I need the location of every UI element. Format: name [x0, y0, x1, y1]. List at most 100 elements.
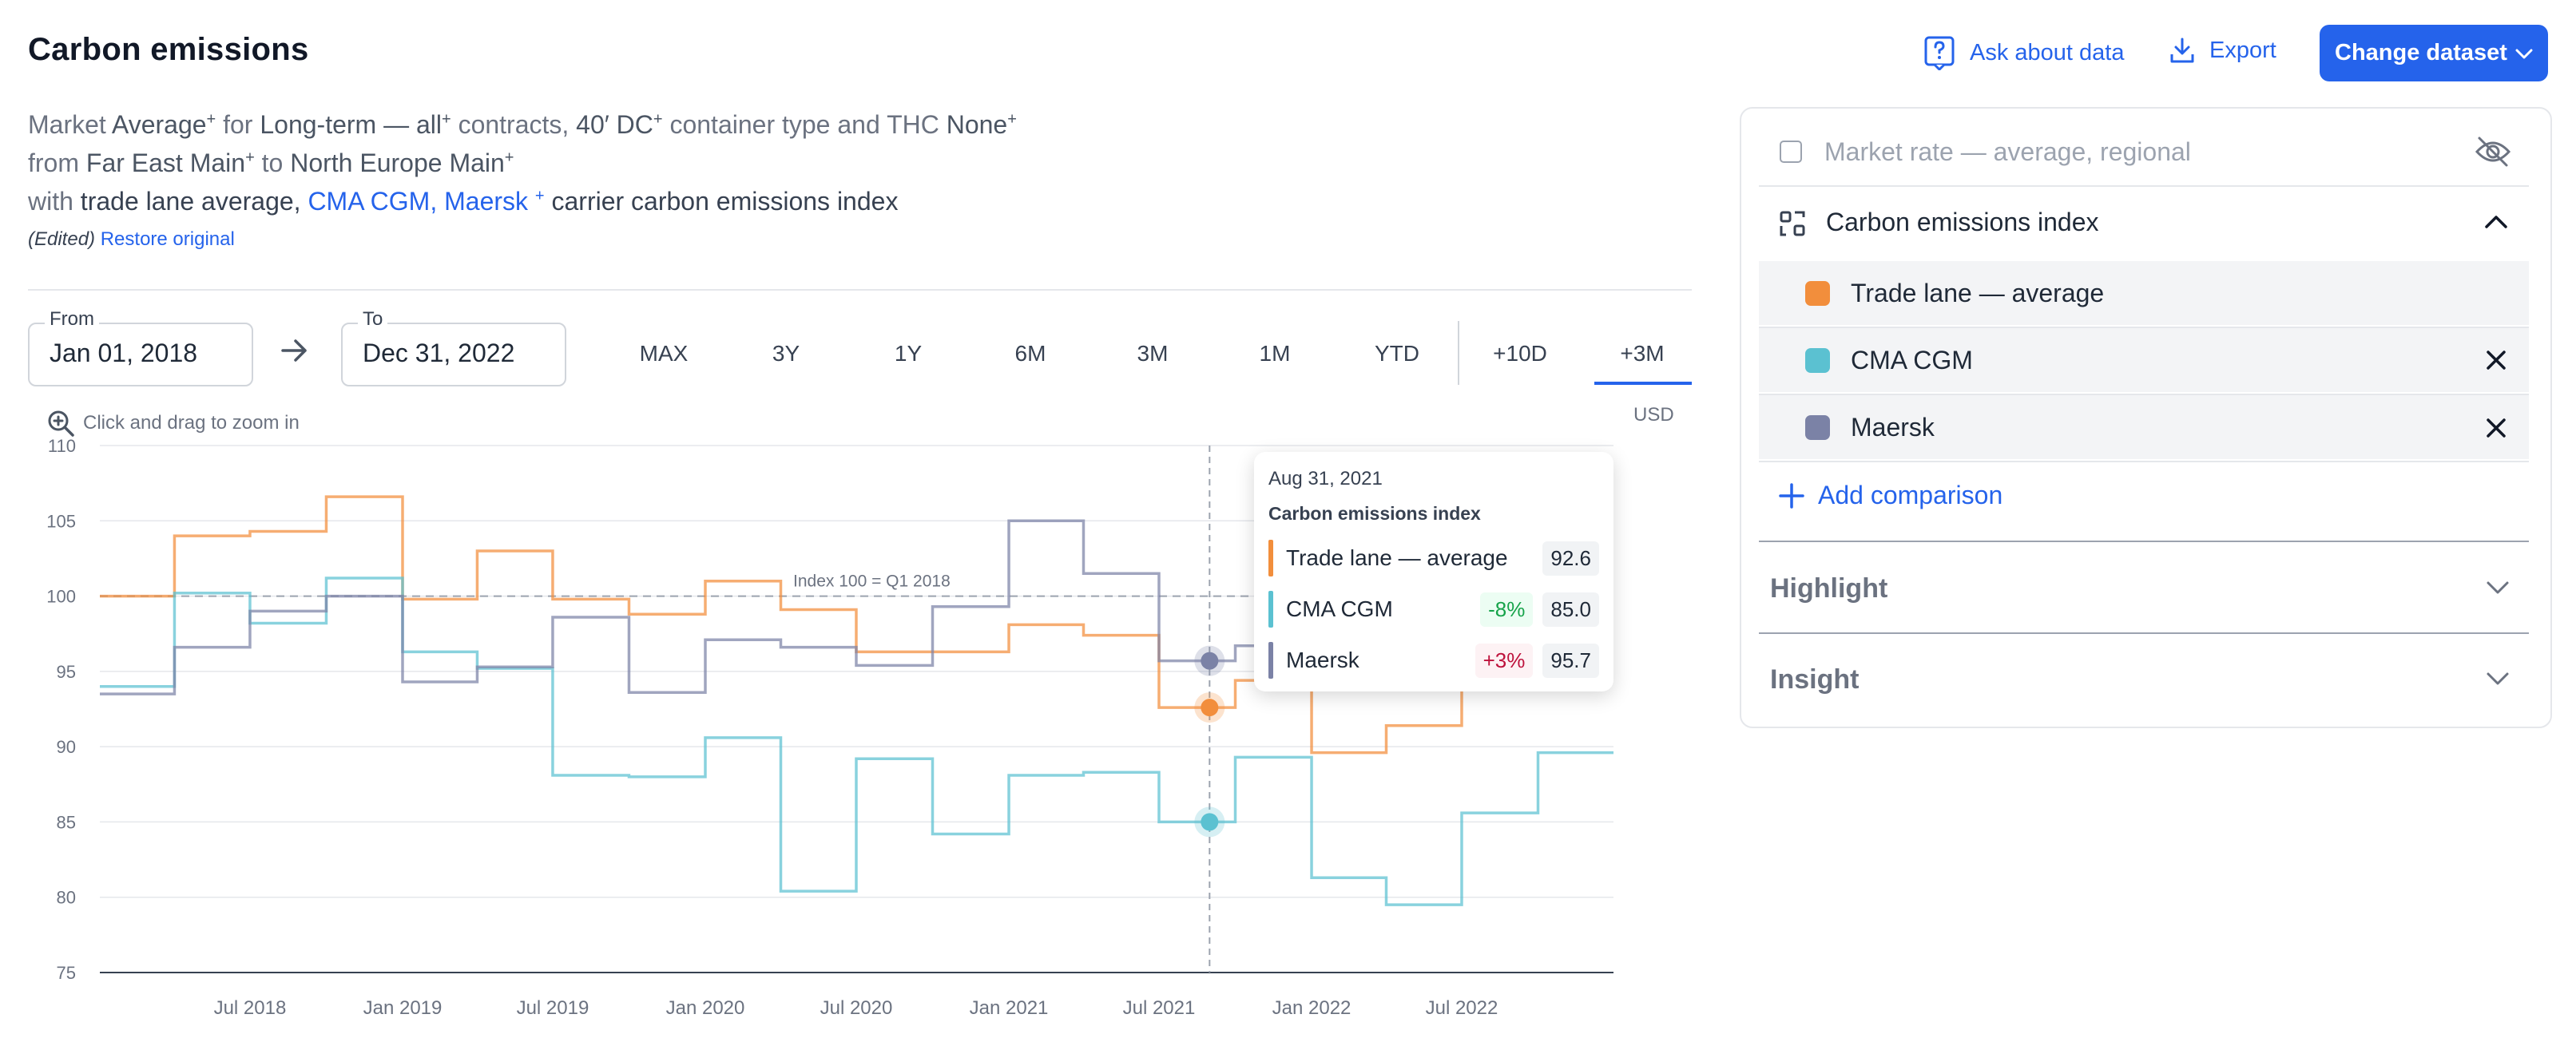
tooltip-value: 92.6: [1542, 541, 1599, 576]
edited-label: (Edited): [28, 228, 96, 250]
ask-about-data-button[interactable]: Ask about data: [1923, 35, 2124, 70]
tooltip-date: Aug 31, 2021: [1268, 468, 1383, 489]
currency-label: USD: [1633, 404, 1674, 426]
chevron-down-icon[interactable]: [2486, 671, 2510, 691]
tooltip-color-bar: [1268, 591, 1273, 628]
trade-lane-average-text: trade lane average,: [80, 187, 301, 216]
export-button[interactable]: Export: [2169, 37, 2276, 64]
container-selector[interactable]: 40′ DC+: [576, 110, 662, 139]
divider: [1759, 185, 2529, 187]
chevron-up-icon[interactable]: [2484, 214, 2508, 234]
to-date-field[interactable]: [341, 323, 566, 386]
edited-note: (Edited) Restore original: [28, 228, 235, 251]
eye-off-icon[interactable]: [2475, 136, 2511, 172]
range-max-button[interactable]: MAX: [639, 341, 689, 366]
y-tick-label: 90: [57, 737, 76, 757]
x-tick-label: Jan 2020: [666, 997, 745, 1019]
y-tick-label: 85: [57, 812, 76, 832]
range-3y-button[interactable]: 3Y: [772, 341, 800, 366]
divider: [1759, 541, 2529, 542]
range-ytd-button[interactable]: YTD: [1375, 341, 1419, 366]
divider: [1759, 394, 2529, 395]
origin-value: Far East Main: [85, 149, 246, 177]
divider: [1759, 461, 2529, 462]
chart-tooltip: Aug 31, 2021 Carbon emissions index Trad…: [1254, 452, 1613, 691]
series-swatch: [1805, 348, 1830, 373]
change-dataset-button[interactable]: Change dataset: [2320, 25, 2548, 81]
to-date-value[interactable]: Dec 31, 2022: [363, 339, 515, 367]
x-tick-label: Jul 2018: [214, 997, 287, 1019]
x-tick-label: Jan 2022: [1272, 997, 1352, 1019]
chevron-down-icon[interactable]: [2486, 580, 2510, 600]
tooltip-row: CMA CGM -8% 85.0: [1268, 591, 1599, 628]
series-line[interactable]: [100, 576, 1613, 906]
query-word: to: [261, 149, 284, 177]
range-1m-button[interactable]: 1M: [1259, 341, 1291, 366]
tooltip-row: Maersk +3% 95.7: [1268, 642, 1599, 679]
y-tick-label: 95: [57, 662, 76, 682]
carbon-emissions-chart[interactable]: Index 100 = Q1 2018 75 80 85 90 95 100 105 110 J…: [0, 0, 1701, 1038]
carrier-selector[interactable]: CMA CGM, Maersk +: [308, 187, 544, 216]
restore-original-link[interactable]: Restore original: [100, 228, 235, 250]
y-tick-label: 110: [48, 436, 76, 456]
from-date-field[interactable]: [28, 323, 253, 386]
query-word: contracts,: [458, 110, 570, 139]
from-date-value[interactable]: Jan 01, 2018: [50, 339, 198, 367]
divider: [28, 289, 1692, 291]
close-icon[interactable]: [2484, 348, 2508, 376]
range-1y-button[interactable]: 1Y: [894, 341, 923, 366]
market-rate-checkbox[interactable]: [1780, 141, 1802, 163]
series-line[interactable]: [100, 519, 1613, 695]
series-line[interactable]: [100, 495, 1613, 755]
arrow-right-icon: [280, 335, 310, 370]
plus-icon: +: [245, 149, 255, 167]
destination-selector[interactable]: North Europe Main+: [290, 149, 514, 177]
market-selector[interactable]: Average+: [112, 110, 216, 139]
tooltip-series-name: Trade lane — average: [1286, 545, 1508, 570]
divider: [1759, 632, 2529, 634]
hover-marker: [1201, 699, 1219, 717]
y-tick-label: 105: [46, 511, 76, 531]
contract-selector[interactable]: Long-term — all+: [260, 110, 451, 139]
group-icon: [1780, 211, 1805, 240]
market-rate-label: Market rate — average, regional: [1824, 137, 2191, 166]
chevron-down-icon: [2515, 40, 2533, 66]
series-row-maersk[interactable]: [1759, 395, 2529, 459]
x-tick-label: Jan 2021: [970, 997, 1049, 1019]
page-title: Carbon emissions: [28, 32, 309, 67]
query-word: with: [28, 187, 73, 216]
series-row-trade-lane[interactable]: [1759, 261, 2529, 325]
carbon-index-label[interactable]: Carbon emissions index: [1826, 208, 2099, 236]
plus-icon: +: [1007, 110, 1017, 129]
series-name: Maersk: [1851, 413, 1935, 442]
highlight-section-toggle[interactable]: Highlight: [1770, 573, 1888, 604]
from-date-label: From: [45, 308, 99, 331]
plus-icon[interactable]: [1778, 482, 1805, 513]
x-tick-label: Jul 2019: [517, 997, 589, 1019]
range-3m-button[interactable]: 3M: [1137, 341, 1169, 366]
query-word: carrier carbon emissions index: [551, 187, 899, 216]
plus-icon: +: [534, 187, 545, 205]
thc-selector[interactable]: None+: [947, 110, 1017, 139]
tooltip-series-name: Maersk: [1286, 648, 1359, 672]
x-tick-label: Jul 2022: [1426, 997, 1498, 1019]
series-row-cma-cgm[interactable]: [1759, 328, 2529, 392]
container-value: 40′ DC: [576, 110, 653, 139]
close-icon[interactable]: [2484, 416, 2508, 444]
plus-icon: +: [206, 110, 216, 129]
origin-selector[interactable]: Far East Main+: [86, 149, 255, 177]
plus-icon: +: [441, 110, 451, 129]
series-swatch: [1805, 415, 1830, 440]
y-tick-label: 100: [46, 587, 76, 607]
range-plus-3m-button[interactable]: +3M: [1620, 341, 1665, 366]
export-label: Export: [2209, 37, 2276, 63]
tooltip-value: 95.7: [1542, 643, 1599, 678]
query-word: container type and THC: [669, 110, 939, 139]
range-plus-10d-button[interactable]: +10D: [1493, 341, 1547, 366]
x-tick-label: Jul 2020: [820, 997, 893, 1019]
contract-value: Long-term — all: [260, 110, 442, 139]
range-6m-button[interactable]: 6M: [1014, 341, 1046, 366]
add-comparison-button[interactable]: Add comparison: [1818, 481, 2003, 509]
question-icon: [1923, 35, 1955, 70]
insight-section-toggle[interactable]: Insight: [1770, 664, 1860, 695]
